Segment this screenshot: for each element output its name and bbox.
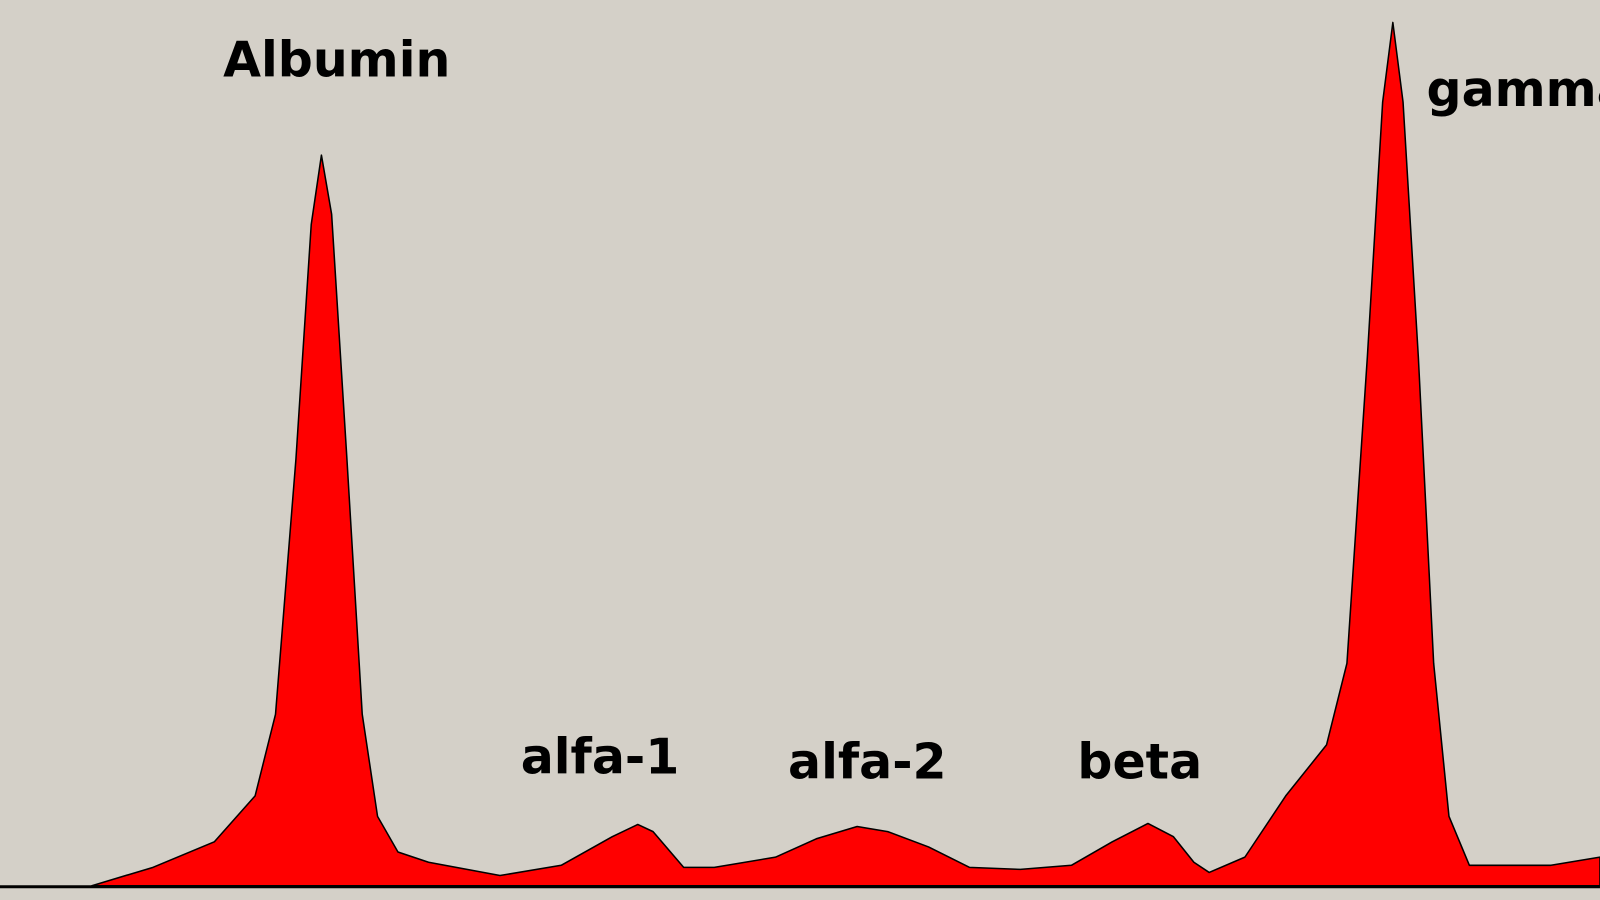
label-beta: beta — [1077, 734, 1202, 791]
protein-curve — [91, 21, 1600, 887]
label-gamma: gamma — [1427, 61, 1600, 118]
label-alfa-2: alfa-2 — [788, 734, 947, 791]
label-albumin: Albumin — [223, 32, 450, 89]
label-alfa-1: alfa-1 — [521, 728, 680, 785]
curve-group: Albumin alfa-1 alfa-2 beta gamma — [0, 21, 1600, 889]
